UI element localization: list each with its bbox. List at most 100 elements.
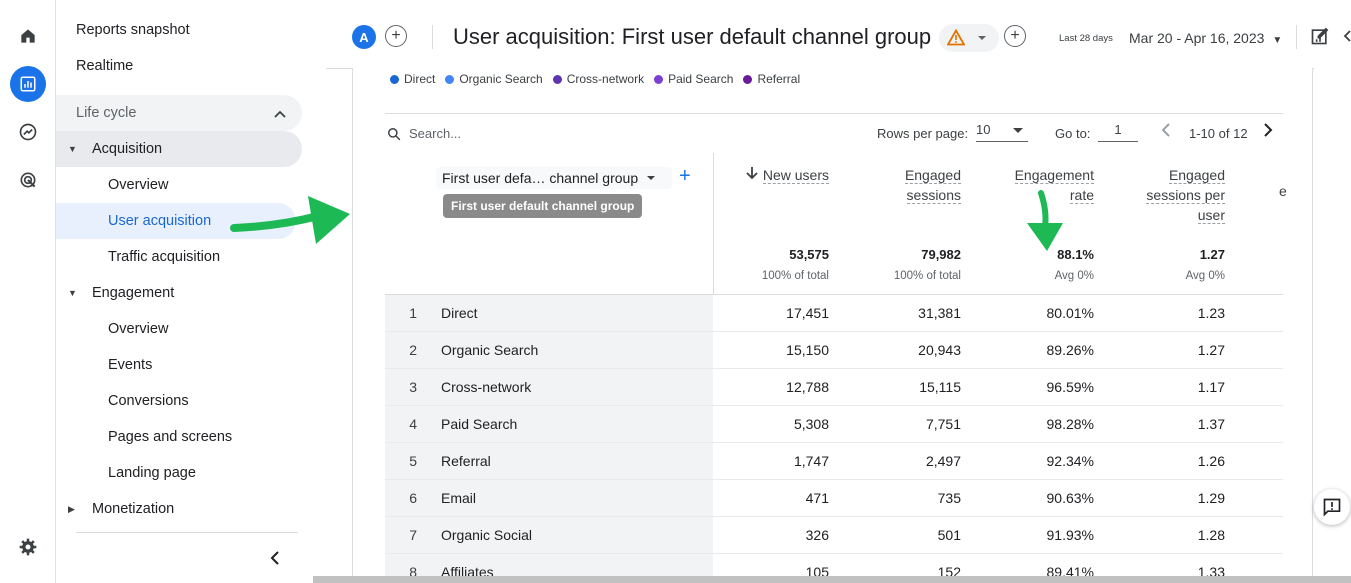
- nav-pages-and-screens[interactable]: Pages and screens: [108, 429, 233, 445]
- divider: [1296, 25, 1297, 49]
- row-index: 1: [409, 305, 417, 321]
- horizontal-scrollbar[interactable]: [313, 576, 1351, 583]
- rows-per-page-label: Rows per page:: [877, 126, 969, 141]
- column-header-new-users[interactable]: New users: [709, 165, 829, 185]
- total-engaged-sessions: 79,982: [921, 247, 961, 262]
- life-cycle-section[interactable]: [56, 95, 302, 131]
- caret-down-icon[interactable]: ▼: [68, 288, 77, 298]
- add-comparison-plus-icon[interactable]: +: [385, 25, 407, 47]
- legend-item[interactable]: Organic Search: [445, 72, 543, 86]
- nav-engagement-overview[interactable]: Overview: [108, 321, 169, 337]
- column-header-engaged-sessions-per-user[interactable]: Engaged sessions per user: [1105, 165, 1225, 225]
- legend-item[interactable]: Cross-network: [552, 72, 644, 86]
- dropdown-arrow-icon: [647, 176, 656, 180]
- settings-gear-icon[interactable]: [10, 529, 46, 565]
- cell-new-users: 5,308: [793, 416, 829, 432]
- legend-color-dot: [743, 74, 753, 84]
- nav-engagement[interactable]: Engagement: [92, 285, 175, 301]
- explore-icon[interactable]: [10, 114, 46, 150]
- cell-engagement-rate: 91.93%: [1046, 527, 1094, 543]
- next-page-chevron-icon[interactable]: [1263, 122, 1273, 143]
- cell-engaged-sessions: 501: [937, 527, 961, 543]
- nav-reports-snapshot[interactable]: Reports snapshot: [76, 22, 190, 38]
- cell-engagement-rate: 80.01%: [1046, 305, 1094, 321]
- nav-monetization[interactable]: Monetization: [92, 501, 175, 517]
- caret-down-icon[interactable]: ▼: [68, 144, 77, 154]
- date-range-value: Mar 20 - Apr 16, 2023: [1129, 30, 1265, 46]
- goto-page-input[interactable]: 1: [1098, 122, 1138, 142]
- dropdown-arrow-icon: ▼: [1272, 35, 1283, 46]
- cell-sessions-per-user: 1.23: [1197, 305, 1225, 321]
- row-index: 8: [409, 564, 417, 580]
- row-channel-name: Organic Social: [441, 527, 533, 543]
- rows-per-page-select[interactable]: 10: [976, 122, 1028, 142]
- legend-item[interactable]: Referral: [743, 72, 800, 86]
- legend-label: Referral: [757, 72, 801, 86]
- table-row[interactable]: 5 Referral 1,747 2,497 92.34% 1.26: [385, 443, 1283, 480]
- dimension-column-header[interactable]: First user defa… channel group: [436, 167, 672, 189]
- chevron-up-icon[interactable]: [274, 107, 286, 121]
- sort-descending-arrow-icon[interactable]: [746, 166, 758, 183]
- nav-landing-page[interactable]: Landing page: [108, 465, 196, 481]
- legend-item[interactable]: Direct: [390, 72, 435, 86]
- table-header-divider: [385, 294, 1283, 295]
- share-icon[interactable]: [1343, 30, 1351, 42]
- column-header-engaged-sessions[interactable]: Engaged sessions: [841, 165, 961, 205]
- row-index-cell: [385, 480, 425, 516]
- add-plus-icon[interactable]: +: [1004, 25, 1026, 47]
- column-header-label: user: [1197, 207, 1225, 224]
- comparison-avatar[interactable]: A: [352, 25, 376, 49]
- row-index: 3: [409, 379, 417, 395]
- row-dimension-cell: [425, 295, 713, 331]
- nav-traffic-acquisition[interactable]: Traffic acquisition: [108, 249, 221, 265]
- total-new-users: 53,575: [789, 247, 829, 262]
- table-row[interactable]: 4 Paid Search 5,308 7,751 98.28% 1.37: [385, 406, 1283, 443]
- table-search[interactable]: Search...: [387, 126, 461, 141]
- nav-user-acquisition[interactable]: User acquisition: [108, 213, 212, 229]
- add-dimension-plus-icon[interactable]: +: [679, 165, 691, 187]
- nav-acquisition-bg[interactable]: [56, 131, 302, 167]
- dropdown-arrow-icon: [1013, 128, 1023, 133]
- cell-engaged-sessions: 7,751: [925, 416, 961, 432]
- reports-icon[interactable]: [10, 66, 46, 102]
- caret-right-icon[interactable]: ▶: [68, 504, 75, 514]
- row-channel-name: Cross-network: [441, 379, 532, 395]
- legend-color-dot: [390, 74, 399, 84]
- nav-acquisition-overview[interactable]: Overview: [108, 177, 169, 193]
- data-quality-chip[interactable]: [939, 24, 999, 52]
- nav-realtime[interactable]: Realtime: [76, 58, 134, 74]
- cell-engagement-rate: 96.59%: [1046, 379, 1094, 395]
- column-header-label: rate: [1069, 187, 1094, 204]
- dropdown-arrow-icon: [978, 36, 986, 40]
- nav-conversions[interactable]: Conversions: [108, 393, 189, 409]
- table-row[interactable]: 6 Email 471 735 90.63% 1.29: [385, 480, 1283, 517]
- cell-new-users: 471: [805, 490, 829, 506]
- legend-item[interactable]: Paid Search: [654, 72, 733, 86]
- advertising-icon[interactable]: [10, 162, 46, 198]
- feedback-button[interactable]: [1314, 489, 1350, 525]
- date-range-picker[interactable]: Mar 20 - Apr 16, 2023 ▼: [1129, 30, 1282, 46]
- table-row[interactable]: 7 Organic Social 326 501 91.93% 1.28: [385, 517, 1283, 554]
- nav-events[interactable]: Events: [108, 357, 153, 373]
- dimension-tooltip: First user default channel group: [443, 194, 643, 218]
- row-dimension-cell: [425, 369, 713, 405]
- column-header-label: sessions: [906, 187, 961, 204]
- nav-acquisition[interactable]: Acquisition: [92, 141, 163, 157]
- row-dimension-cell: [425, 517, 713, 553]
- column-header-engagement-rate[interactable]: Engagement rate: [974, 165, 1094, 205]
- row-index: 4: [409, 416, 417, 432]
- legend-label: Paid Search: [668, 72, 734, 86]
- table-row[interactable]: 3 Cross-network 12,788 15,115 96.59% 1.17: [385, 369, 1283, 406]
- home-icon[interactable]: [10, 18, 46, 54]
- table-row[interactable]: 2 Organic Search 15,150 20,943 89.26% 1.27: [385, 332, 1283, 369]
- row-index: 5: [409, 453, 417, 469]
- legend-color-dot: [445, 74, 455, 84]
- report-nav: Reports snapshot Realtime Life cycle ▼ A…: [56, 0, 326, 583]
- search-input[interactable]: Search...: [409, 126, 462, 141]
- row-index-cell: [385, 332, 425, 368]
- table-row[interactable]: 1 Direct 17,451 31,381 80.01% 1.23: [385, 295, 1283, 332]
- customize-report-icon[interactable]: [1310, 26, 1330, 46]
- collapse-chevron-left-icon[interactable]: [269, 550, 281, 571]
- cell-sessions-per-user: 1.37: [1197, 416, 1225, 432]
- previous-page-chevron-icon[interactable]: [1161, 122, 1171, 143]
